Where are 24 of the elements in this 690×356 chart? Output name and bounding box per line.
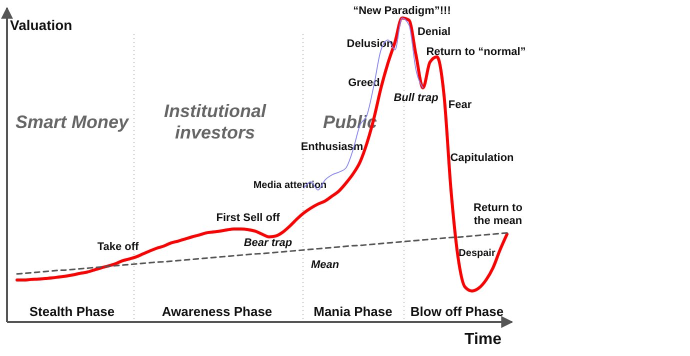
annotation: Mania Phase xyxy=(314,304,392,319)
series-label: Mean xyxy=(310,259,340,272)
annotation: Media attention xyxy=(253,180,327,191)
annotation: Fear xyxy=(448,99,472,111)
annotation: Bull trap xyxy=(394,92,439,104)
annotation: Greed xyxy=(348,77,380,89)
annotation: Awareness Phase xyxy=(162,304,272,319)
annotation: Capitulation xyxy=(450,152,514,164)
y-axis-title: Valuation xyxy=(10,17,72,33)
annotation: Return to the mean xyxy=(474,202,523,228)
annotation: Denial xyxy=(417,26,451,38)
annotation: Stealth Phase xyxy=(29,304,115,319)
x-axis-title: Time xyxy=(464,331,502,348)
annotation: First Sell off xyxy=(216,212,280,224)
annotation: Take off xyxy=(97,241,140,253)
annotation: Despair xyxy=(458,248,496,259)
annotation: Smart Money xyxy=(15,112,130,132)
annotation: Institutional investors xyxy=(164,101,267,143)
annotation: Enthusiasm xyxy=(300,141,364,153)
annotation: Return to “normal” xyxy=(426,46,526,58)
annotation: Delusion xyxy=(346,38,394,50)
annotation: Bear trap xyxy=(244,237,292,249)
annotation: Blow off Phase xyxy=(410,304,504,319)
text: “New Paradigm”!!! xyxy=(353,5,451,17)
